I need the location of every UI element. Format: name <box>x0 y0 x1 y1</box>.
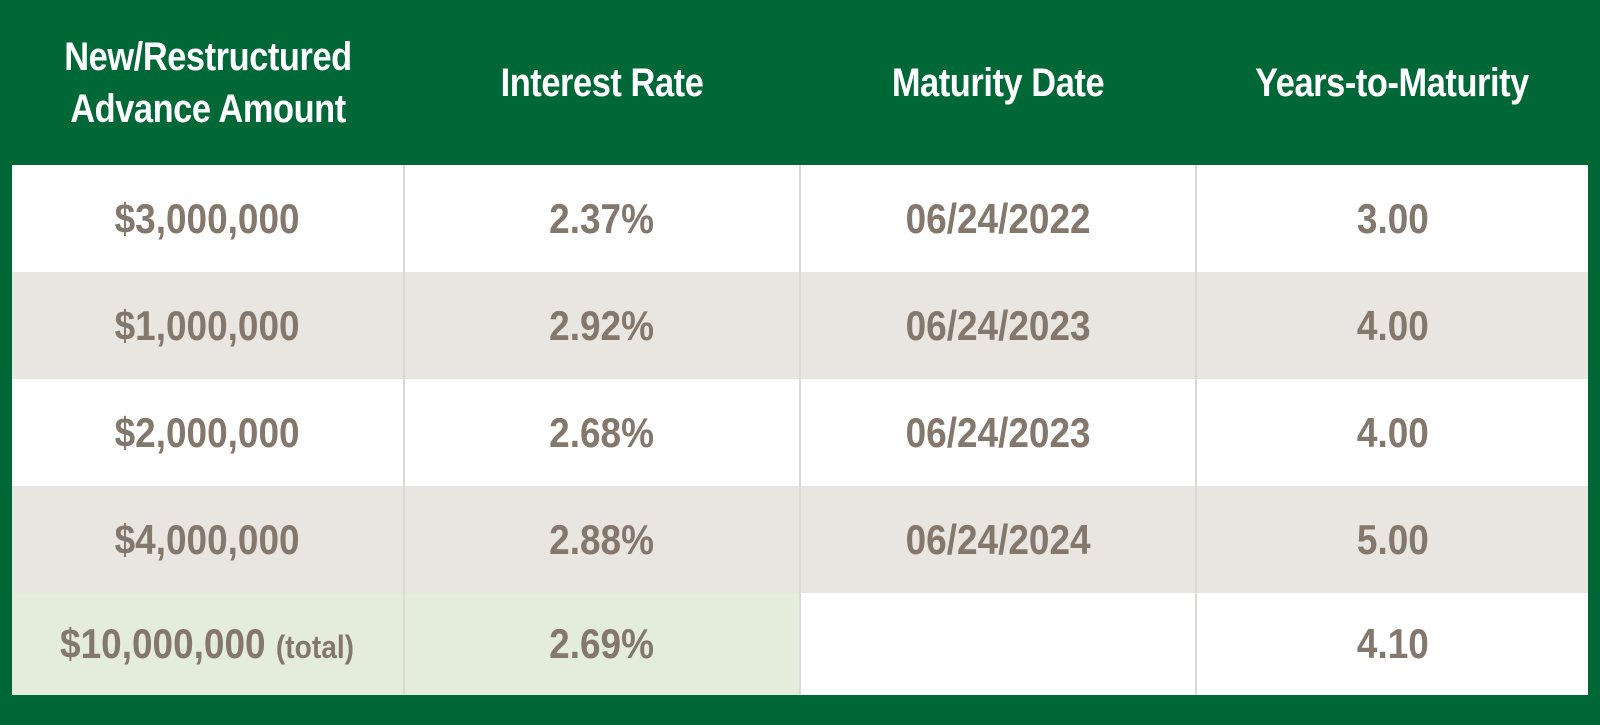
table-container: New/Restructured Advance Amount Interest… <box>12 0 1588 710</box>
cell-amount: $4,000,000 <box>12 486 404 593</box>
cell-amount: $2,000,000 <box>12 379 404 486</box>
header-advance-amount: New/Restructured Advance Amount <box>39 0 377 165</box>
total-amount: $10,000,000 <box>60 620 267 667</box>
cell-rate: 2.92% <box>403 272 800 379</box>
cell-years: 4.00 <box>1195 272 1588 379</box>
maturity-value: 06/24/2023 <box>905 301 1091 349</box>
rate-value: 2.92% <box>549 301 655 349</box>
cell-rate: 2.88% <box>403 486 800 593</box>
amount-value: $1,000,000 <box>115 301 300 349</box>
cell-maturity: 06/24/2023 <box>799 379 1196 486</box>
cell-total-amount: $10,000,000 (total) <box>12 593 404 695</box>
header-row: New/Restructured Advance Amount Interest… <box>12 0 1588 165</box>
total-years-value: 4.10 <box>1356 620 1429 667</box>
total-amount-value: $10,000,000 (total) <box>60 620 354 668</box>
rate-value: 2.37% <box>549 194 655 242</box>
years-value: 4.00 <box>1356 408 1429 456</box>
maturity-value: 06/24/2022 <box>905 194 1091 242</box>
maturity-value: 06/24/2024 <box>905 515 1091 563</box>
maturity-value: 06/24/2023 <box>905 408 1091 456</box>
cell-total-rate: 2.69% <box>403 593 800 695</box>
total-note: (total) <box>276 629 355 665</box>
cell-maturity: 06/24/2023 <box>799 272 1196 379</box>
cell-amount: $1,000,000 <box>12 272 404 379</box>
total-rate-value: 2.69% <box>549 620 655 667</box>
header-interest-rate: Interest Rate <box>431 0 773 165</box>
total-row: $10,000,000 (total) 2.69% 4.10 <box>12 593 1588 695</box>
cell-maturity: 06/24/2024 <box>799 486 1196 593</box>
header-years-to-maturity: Years-to-Maturity <box>1223 0 1561 165</box>
cell-total-years: 4.10 <box>1195 593 1588 695</box>
cell-total-maturity <box>799 593 1196 695</box>
header-advance-amount-line2: Advance Amount <box>70 86 346 131</box>
table-row: $1,000,000 2.92% 06/24/2023 4.00 <box>12 272 1588 379</box>
cell-years: 5.00 <box>1195 486 1588 593</box>
rate-value: 2.68% <box>549 408 655 456</box>
amount-value: $3,000,000 <box>115 194 300 242</box>
header-maturity-date: Maturity Date <box>827 0 1169 165</box>
advance-table: New/Restructured Advance Amount Interest… <box>12 0 1588 695</box>
amount-value: $4,000,000 <box>115 515 300 563</box>
table-row: $4,000,000 2.88% 06/24/2024 5.00 <box>12 486 1588 593</box>
header-advance-amount-line1: New/Restructured <box>64 34 352 79</box>
years-value: 5.00 <box>1356 515 1429 563</box>
years-value: 3.00 <box>1356 194 1429 242</box>
cell-maturity: 06/24/2022 <box>799 165 1196 272</box>
amount-value: $2,000,000 <box>115 408 300 456</box>
cell-rate: 2.37% <box>403 165 800 272</box>
rate-value: 2.88% <box>549 515 655 563</box>
cell-years: 4.00 <box>1195 379 1588 486</box>
table-row: $2,000,000 2.68% 06/24/2023 4.00 <box>12 379 1588 486</box>
cell-rate: 2.68% <box>403 379 800 486</box>
years-value: 4.00 <box>1356 301 1429 349</box>
cell-amount: $3,000,000 <box>12 165 404 272</box>
cell-years: 3.00 <box>1195 165 1588 272</box>
table-row: $3,000,000 2.37% 06/24/2022 3.00 <box>12 165 1588 272</box>
